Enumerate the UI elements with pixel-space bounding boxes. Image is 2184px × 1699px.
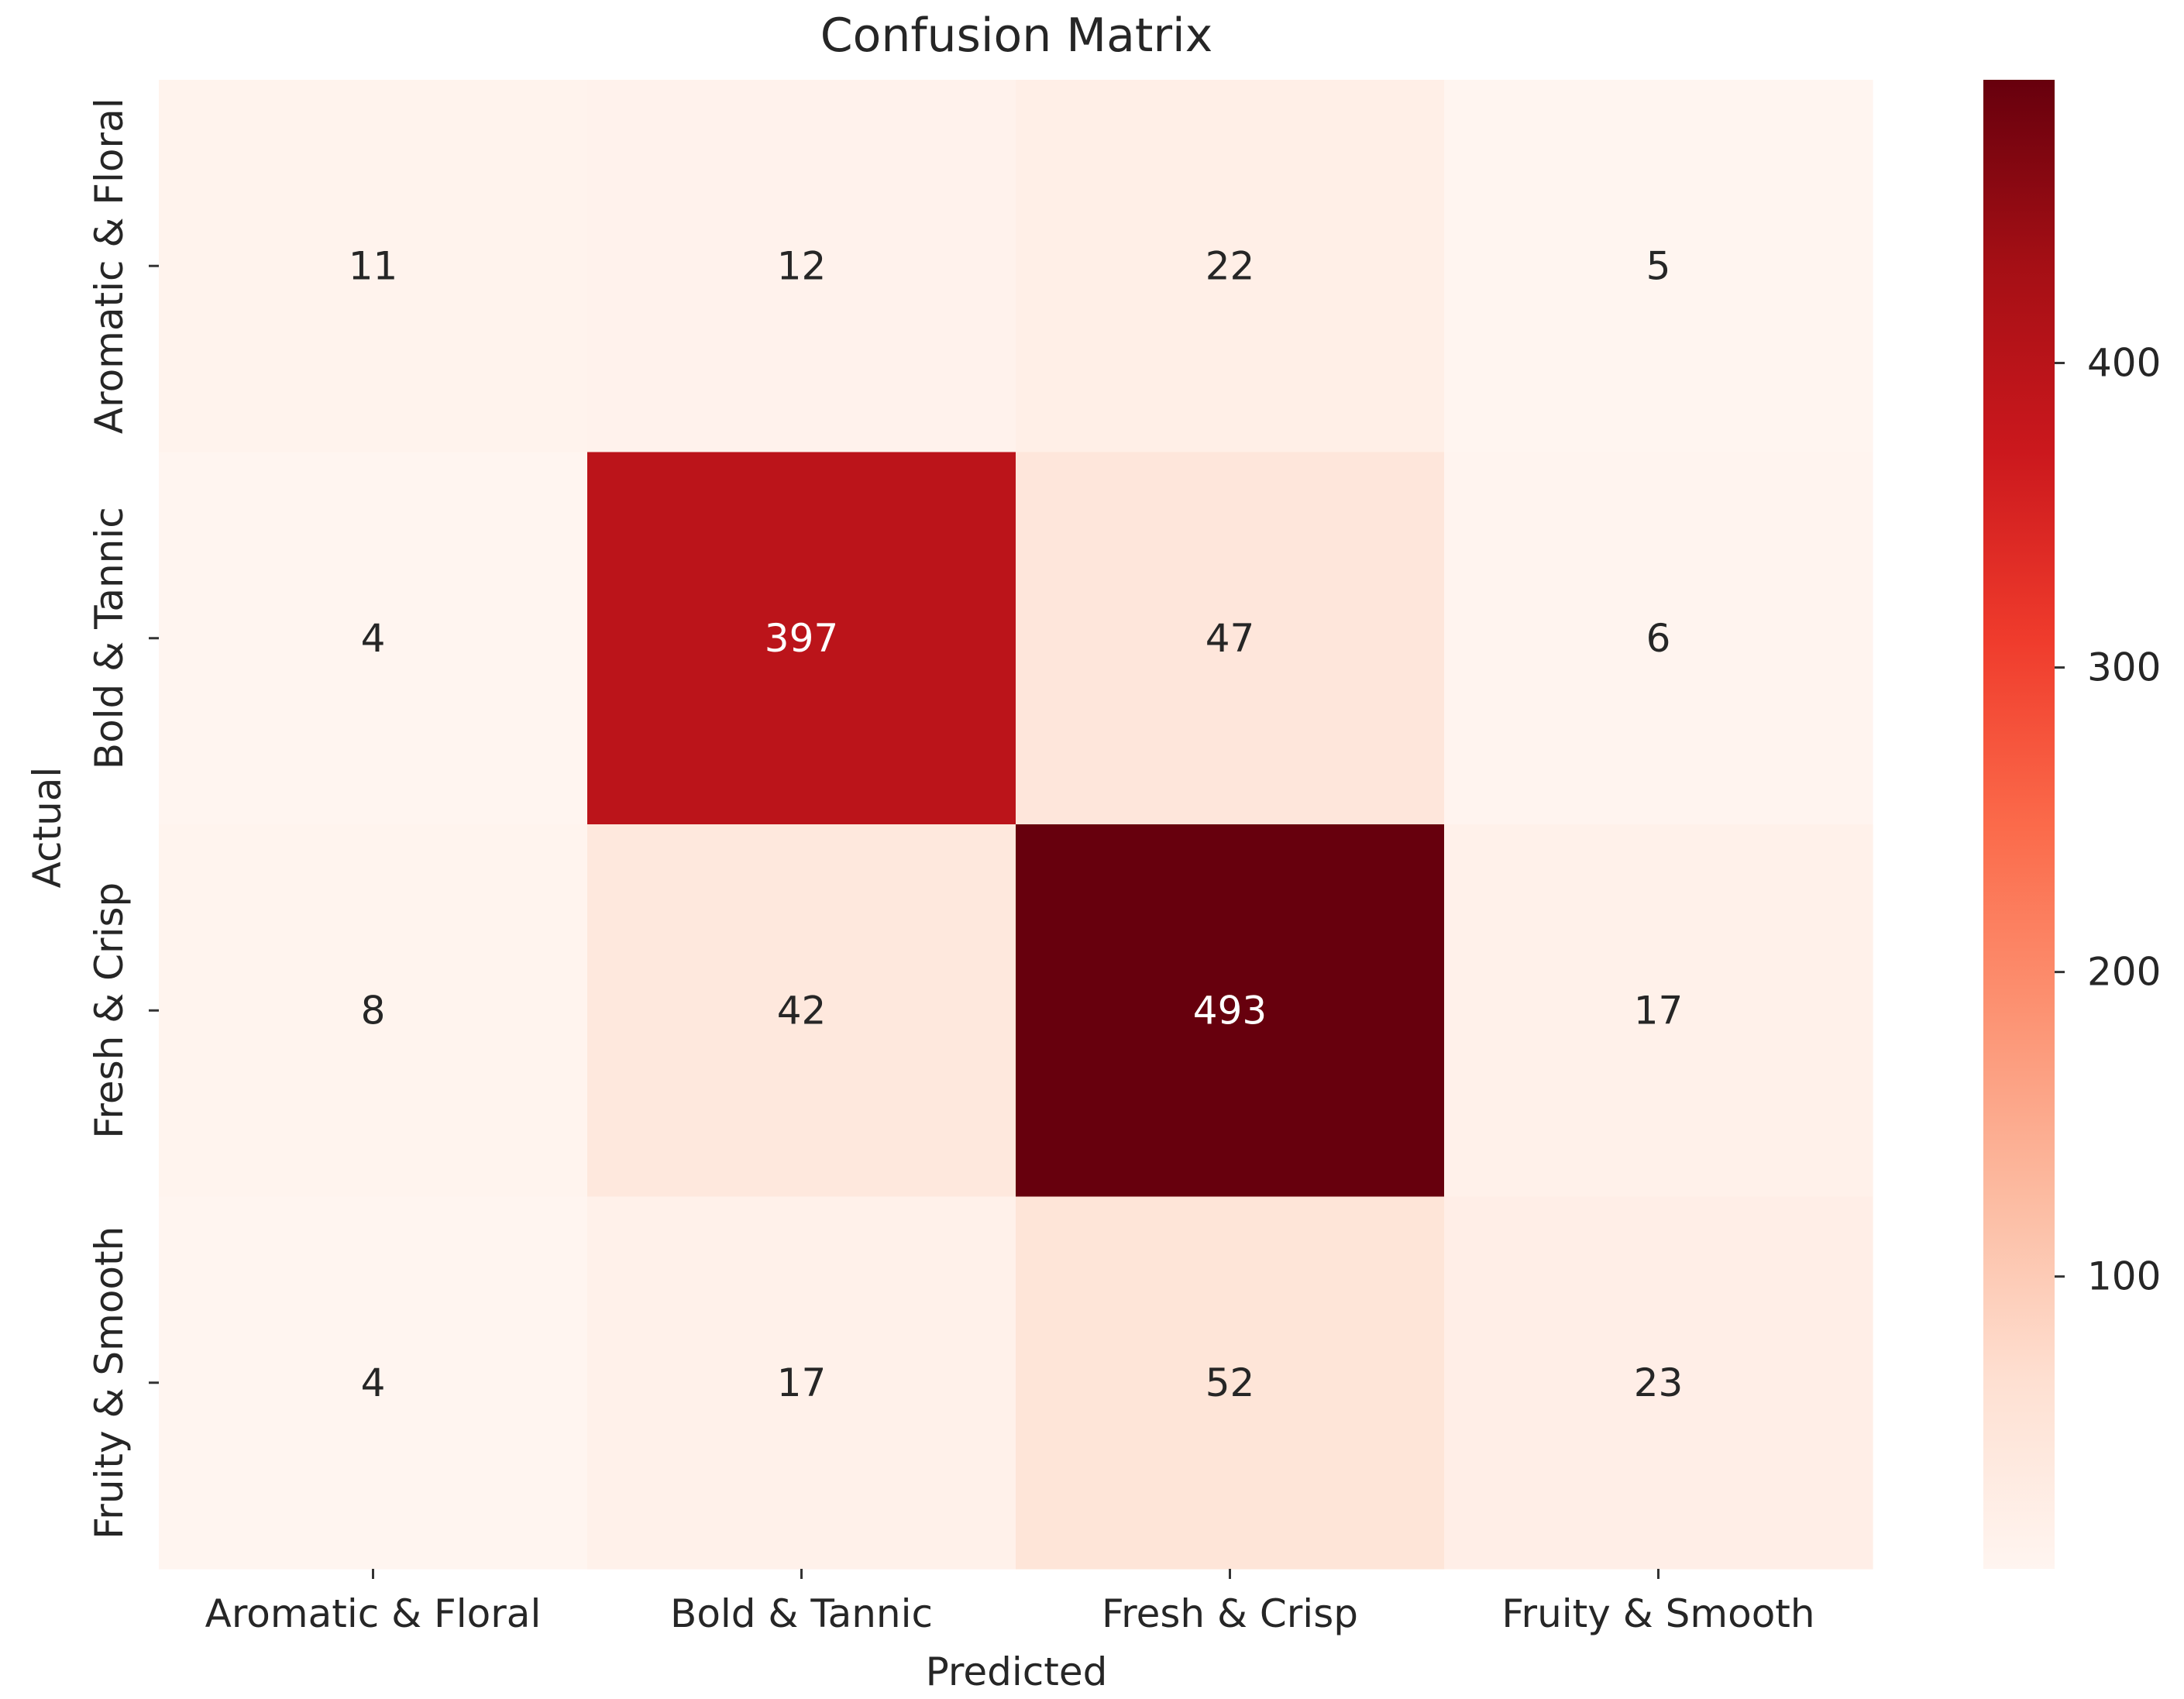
- cell-value-label: 17: [1634, 988, 1684, 1033]
- colorbar: [1983, 80, 2055, 1569]
- heatmap-cell: [587, 452, 1016, 825]
- y-tick-label: Bold & Tannic: [87, 507, 132, 769]
- colorbar-tick-label: 400: [2087, 341, 2161, 386]
- heatmap-cell: [587, 824, 1016, 1198]
- cell-value-label: 6: [1646, 616, 1671, 661]
- heatmap-cell: [1016, 824, 1445, 1198]
- y-tick-label: Fruity & Smooth: [87, 1226, 132, 1539]
- x-tick-label: Aromatic & Floral: [205, 1591, 542, 1636]
- cell-value-label: 42: [777, 988, 827, 1033]
- y-axis-label: Actual: [25, 767, 70, 889]
- heatmap-cell: [1016, 1196, 1445, 1570]
- heatmap-cell: [1444, 452, 1873, 825]
- x-axis-ticks: Aromatic & Floral Bold & Tannic Fresh & Cr…: [205, 1569, 1815, 1636]
- cell-value-label: 22: [1205, 243, 1255, 288]
- heatmap-cell: [159, 824, 588, 1198]
- cell-value-label: 47: [1205, 616, 1255, 661]
- y-tick-label: Fresh & Crisp: [87, 882, 132, 1139]
- heatmap-cell: [1444, 80, 1873, 453]
- heatmap-cell: [587, 1196, 1016, 1570]
- cell-value-label: 493: [1193, 988, 1267, 1033]
- cell-value-label: 17: [777, 1360, 827, 1405]
- y-tick-label: Aromatic & Floral: [87, 98, 132, 434]
- cell-value-label: 5: [1646, 243, 1671, 288]
- heatmap-cell: [1016, 452, 1445, 825]
- cell-value-label: 397: [765, 616, 838, 661]
- heatmap-cell: [1444, 824, 1873, 1198]
- cell-value-label: 52: [1205, 1360, 1255, 1405]
- cell-value-label: 23: [1634, 1360, 1684, 1405]
- heatmap-cell-labels: 11 12 22 5 4 397 47 6 8 42 493 17 4 17 52 23: [349, 243, 1684, 1405]
- colorbar-tick-label: 100: [2087, 1254, 2161, 1299]
- colorbar-tick-label: 300: [2087, 645, 2161, 690]
- cell-value-label: 12: [777, 243, 827, 288]
- heatmap-cells: [159, 80, 1873, 1570]
- chart-title: Confusion Matrix: [820, 9, 1212, 63]
- x-axis-label: Predicted: [926, 1649, 1108, 1694]
- cell-value-label: 11: [349, 243, 398, 288]
- heatmap-cell: [159, 1196, 588, 1570]
- cell-value-label: 4: [361, 616, 386, 661]
- x-tick-label: Fruity & Smooth: [1501, 1591, 1814, 1636]
- cell-value-label: 8: [361, 988, 386, 1033]
- colorbar-tick-label: 200: [2087, 950, 2161, 995]
- y-axis-ticks: Aromatic & Floral Bold & Tannic Fresh & Cr…: [87, 98, 159, 1539]
- x-tick-label: Fresh & Crisp: [1102, 1591, 1358, 1636]
- cell-value-label: 4: [361, 1360, 386, 1405]
- heatmap-cell: [587, 80, 1016, 453]
- heatmap-cell: [159, 452, 588, 825]
- heatmap-cell: [1016, 80, 1445, 453]
- heatmap-cell: [159, 80, 588, 453]
- heatmap-cell: [1444, 1196, 1873, 1570]
- colorbar-ticks: 100 200 300 400: [2055, 341, 2161, 1299]
- x-tick-label: Bold & Tannic: [670, 1591, 933, 1636]
